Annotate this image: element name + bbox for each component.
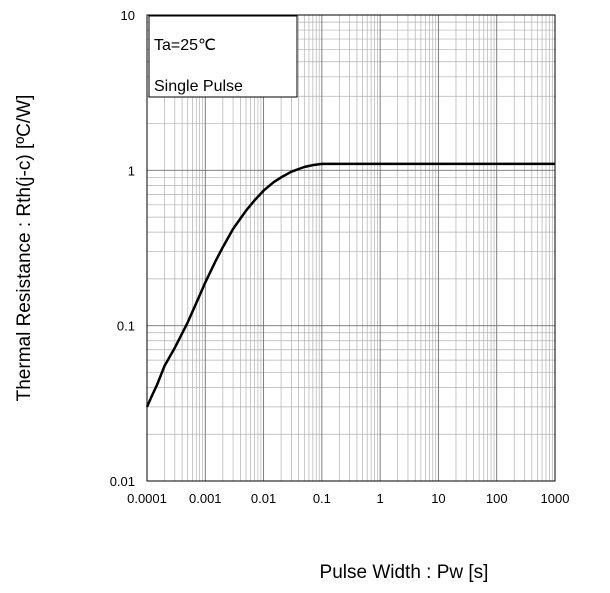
y-tick-label: 0.1: [117, 319, 135, 334]
x-tick-label: 1: [377, 491, 384, 506]
y-axis-title: Thermal Resistance : Rth(j-c) [ºC/W]: [14, 95, 35, 402]
annotation-single-pulse: Single Pulse: [154, 78, 243, 95]
series-line: [145, 162, 555, 408]
y-tick-labels: 0.01 0.1 1 10: [110, 8, 135, 489]
y-tick-label: 1: [128, 163, 135, 178]
y-tick-label: 0.01: [110, 474, 135, 489]
x-tick-label: 100: [486, 491, 508, 506]
legend-box: Ta=25℃ Single Pulse: [148, 15, 298, 98]
x-axis-title: Pulse Width : Pw [s]: [320, 562, 489, 583]
x-tick-label: 0.001: [189, 491, 222, 506]
x-tick-label: 0.1: [313, 491, 331, 506]
x-tick-label: 0.01: [251, 491, 276, 506]
x-tick-labels: 0.0001 0.001 0.01 0.1 1 10 100 1000: [127, 491, 569, 506]
x-tick-label: 10: [431, 491, 445, 506]
x-tick-label: 1000: [541, 491, 570, 506]
y-tick-label: 10: [121, 8, 135, 23]
annotation-ta: Ta=25℃: [154, 37, 216, 54]
x-tick-label: 0.0001: [127, 491, 167, 506]
plot-frame: [146, 14, 556, 482]
